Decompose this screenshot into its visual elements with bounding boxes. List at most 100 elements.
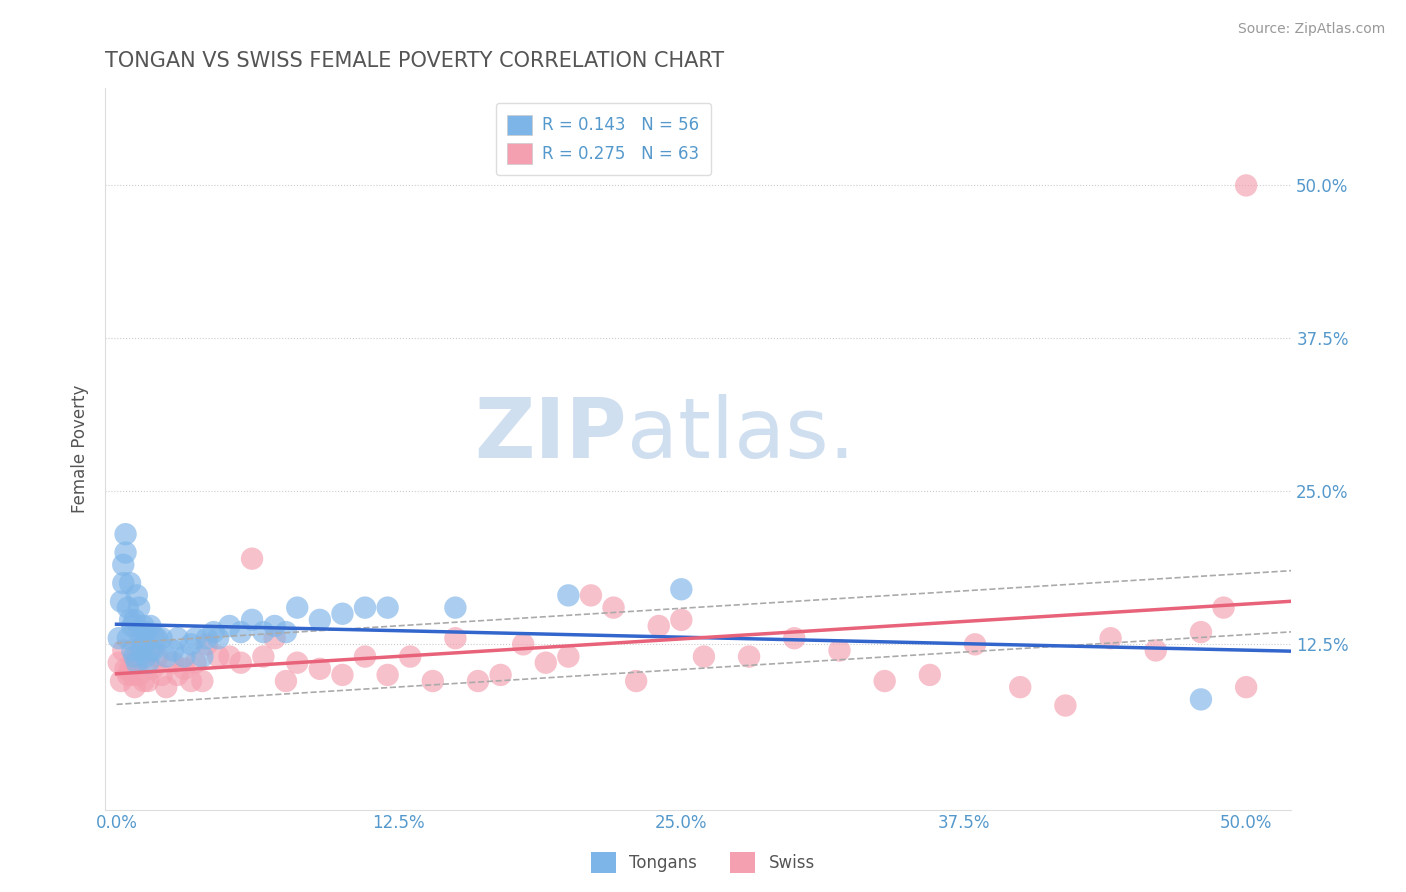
Point	[377, 668, 399, 682]
Point	[128, 600, 150, 615]
Point	[128, 625, 150, 640]
Point	[180, 637, 202, 651]
Point	[252, 625, 274, 640]
Point	[207, 649, 229, 664]
Point	[131, 631, 153, 645]
Point	[132, 637, 155, 651]
Point	[112, 576, 135, 591]
Point	[648, 619, 671, 633]
Point	[557, 588, 579, 602]
Point	[125, 649, 148, 664]
Point	[963, 637, 986, 651]
Point	[155, 649, 177, 664]
Point	[110, 674, 132, 689]
Point	[180, 674, 202, 689]
Point	[240, 613, 263, 627]
Point	[1144, 643, 1167, 657]
Point	[783, 631, 806, 645]
Point	[139, 643, 162, 657]
Point	[173, 649, 195, 664]
Point	[132, 674, 155, 689]
Point	[114, 545, 136, 559]
Point	[671, 582, 693, 597]
Point	[1189, 692, 1212, 706]
Point	[143, 631, 166, 645]
Point	[120, 613, 142, 627]
Point	[467, 674, 489, 689]
Point	[191, 674, 214, 689]
Point	[579, 588, 602, 602]
Point	[308, 613, 330, 627]
Point	[124, 613, 146, 627]
Text: atlas.: atlas.	[627, 393, 855, 475]
Point	[1054, 698, 1077, 713]
Point	[117, 668, 139, 682]
Point	[166, 631, 188, 645]
Point	[602, 600, 624, 615]
Point	[229, 625, 252, 640]
Point	[132, 619, 155, 633]
Point	[1234, 178, 1257, 193]
Point	[120, 576, 142, 591]
Point	[534, 656, 557, 670]
Point	[146, 649, 169, 664]
Point	[738, 649, 761, 664]
Point	[136, 674, 159, 689]
Text: TONGAN VS SWISS FEMALE POVERTY CORRELATION CHART: TONGAN VS SWISS FEMALE POVERTY CORRELATI…	[105, 51, 724, 70]
Point	[512, 637, 534, 651]
Point	[110, 594, 132, 608]
Point	[166, 668, 188, 682]
Point	[693, 649, 716, 664]
Point	[489, 668, 512, 682]
Point	[117, 631, 139, 645]
Point	[399, 649, 422, 664]
Text: ZIP: ZIP	[475, 393, 627, 475]
Point	[114, 527, 136, 541]
Point	[624, 674, 647, 689]
Point	[173, 662, 195, 676]
Point	[117, 600, 139, 615]
Point	[184, 631, 207, 645]
Point	[1234, 680, 1257, 694]
Point	[121, 643, 143, 657]
Point	[377, 600, 399, 615]
Point	[207, 631, 229, 645]
Point	[112, 643, 135, 657]
Point	[120, 662, 142, 676]
Point	[263, 619, 285, 633]
Point	[1010, 680, 1032, 694]
Point	[150, 631, 173, 645]
Point	[162, 643, 184, 657]
Point	[195, 637, 218, 651]
Text: Source: ZipAtlas.com: Source: ZipAtlas.com	[1237, 22, 1385, 37]
Point	[252, 649, 274, 664]
Legend: R = 0.143   N = 56, R = 0.275   N = 63: R = 0.143 N = 56, R = 0.275 N = 63	[496, 103, 711, 176]
Point	[422, 674, 444, 689]
Point	[308, 662, 330, 676]
Y-axis label: Female Poverty: Female Poverty	[72, 384, 89, 513]
Point	[114, 662, 136, 676]
Point	[124, 649, 146, 664]
Legend: Tongans, Swiss: Tongans, Swiss	[585, 846, 821, 880]
Point	[135, 625, 157, 640]
Point	[184, 656, 207, 670]
Point	[218, 649, 240, 664]
Point	[162, 656, 184, 670]
Point	[125, 588, 148, 602]
Point	[202, 625, 225, 640]
Point	[125, 656, 148, 670]
Point	[107, 631, 129, 645]
Point	[195, 631, 218, 645]
Point	[354, 600, 377, 615]
Point	[128, 668, 150, 682]
Point	[444, 600, 467, 615]
Point	[121, 619, 143, 633]
Point	[354, 649, 377, 664]
Point	[332, 668, 354, 682]
Point	[873, 674, 896, 689]
Point	[139, 619, 162, 633]
Point	[136, 656, 159, 670]
Point	[142, 643, 165, 657]
Point	[1212, 600, 1234, 615]
Point	[828, 643, 851, 657]
